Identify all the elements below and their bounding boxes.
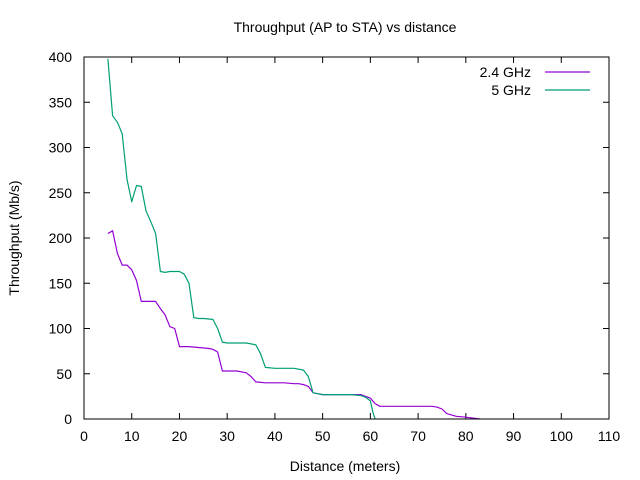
plot-frame [83, 56, 610, 420]
legend-label: 2.4 GHz [480, 64, 531, 80]
x-tick-label: 60 [363, 428, 379, 444]
x-tick-label: 40 [267, 428, 283, 444]
y-axis-label: Throughput (Mb/s) [6, 180, 22, 295]
y-tick-label: 250 [49, 185, 73, 201]
legend-label: 5 GHz [491, 82, 531, 98]
series-lines [107, 58, 481, 420]
x-tick-label: 100 [550, 428, 574, 444]
x-tick-label: 80 [458, 428, 474, 444]
y-tick-label: 0 [64, 411, 72, 427]
x-tick-label: 0 [80, 428, 88, 444]
y-tick-label: 50 [56, 366, 72, 382]
chart-title: Throughput (AP to STA) vs distance [234, 19, 457, 35]
x-tick-label: 30 [219, 428, 235, 444]
x-tick-label: 70 [410, 428, 426, 444]
y-tick-label: 200 [49, 230, 73, 246]
x-tick-label: 90 [506, 428, 522, 444]
series-line-1 [107, 58, 376, 420]
x-tick-label: 50 [315, 428, 331, 444]
series-line-0 [107, 230, 481, 420]
y-tick-label: 100 [49, 321, 73, 337]
legend: 2.4 GHz 5 GHz [480, 64, 590, 98]
x-tick-label: 110 [598, 428, 621, 444]
y-tick-label: 300 [49, 140, 73, 156]
x-axis-label: Distance (meters) [290, 458, 400, 474]
axis-ticks: 0 10 20 30 40 50 60 70 80 90 100 110 0 50 100 150 200 250… [49, 49, 621, 444]
x-tick-label: 20 [172, 428, 188, 444]
y-tick-label: 150 [49, 275, 73, 291]
y-tick-label: 400 [49, 49, 73, 65]
x-tick-label: 10 [124, 428, 140, 444]
y-tick-label: 350 [49, 94, 73, 110]
